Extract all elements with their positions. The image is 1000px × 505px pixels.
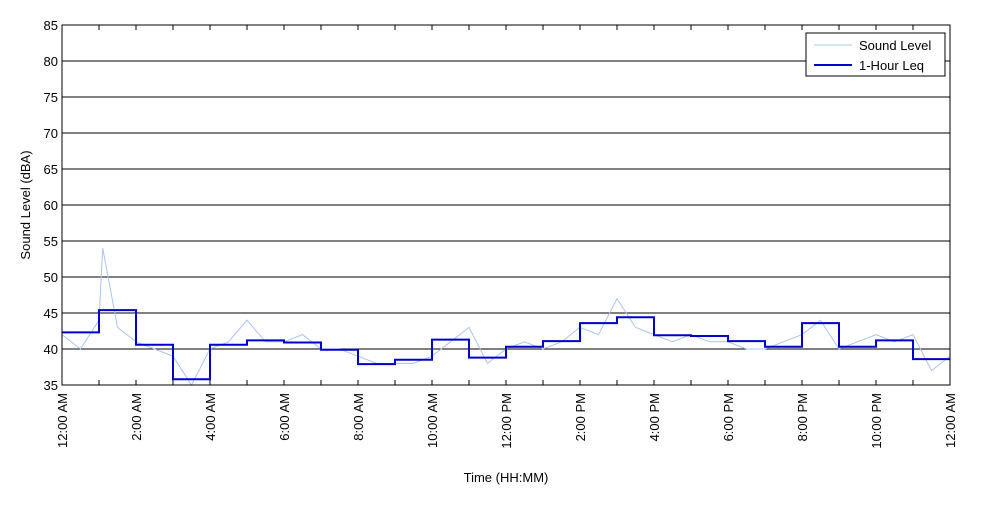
x-tick-label: 10:00 AM: [425, 393, 440, 448]
y-tick-label: 75: [44, 90, 58, 105]
y-tick-label: 70: [44, 126, 58, 141]
y-tick-label: 55: [44, 234, 58, 249]
x-tick-label: 8:00 PM: [795, 393, 810, 441]
x-tick-label: 12:00 AM: [943, 393, 958, 448]
y-tick-label: 65: [44, 162, 58, 177]
series-line-1-hour-leq: [62, 309, 950, 381]
legend-label-sound-level: Sound Level: [859, 38, 931, 53]
y-tick-label: 85: [44, 18, 58, 33]
x-tick-label: 10:00 PM: [869, 393, 884, 449]
y-axis-label: Sound Level (dBA): [18, 150, 33, 259]
x-tick-label: 6:00 PM: [721, 393, 736, 441]
y-tick-label: 40: [44, 342, 58, 357]
x-tick-label: 4:00 AM: [203, 393, 218, 441]
y-tick-label: 50: [44, 270, 58, 285]
x-tick-label: 8:00 AM: [351, 393, 366, 441]
legend: Sound Level 1-Hour Leq: [805, 32, 946, 77]
plot-data: [61, 248, 951, 387]
legend-box: [805, 32, 946, 77]
y-tick-label: 35: [44, 378, 58, 393]
x-axis-ticks: 12:00 AM 2:00 AM 4:00 AM 6:00 AM 8:00 AM 10:0…: [55, 25, 958, 449]
x-tick-label: 2:00 AM: [129, 393, 144, 441]
x-tick-label: 12:00 PM: [499, 393, 514, 449]
x-tick-label: 4:00 PM: [647, 393, 662, 441]
x-tick-label: 6:00 AM: [277, 393, 292, 441]
y-tick-label: 60: [44, 198, 58, 213]
x-tick-label: 12:00 AM: [55, 393, 70, 448]
y-tick-label: 80: [44, 54, 58, 69]
x-tick-label: 2:00 PM: [573, 393, 588, 441]
y-axis-ticks: 35 40 45 50 55 60 65 70 75 80 85: [44, 18, 950, 393]
y-tick-label: 45: [44, 306, 58, 321]
legend-label-1-hour-leq: 1-Hour Leq: [859, 58, 924, 73]
x-axis-label: Time (HH:MM): [464, 470, 549, 485]
